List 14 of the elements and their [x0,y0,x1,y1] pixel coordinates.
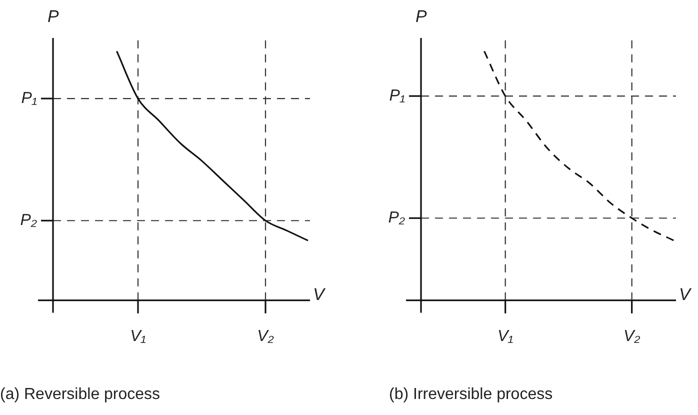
text: (b) Irreversible process [389,386,553,404]
x-tick-label: V₂ [257,328,274,345]
x-tick-label: V₁ [130,328,146,345]
text: (a) Reversible process [0,386,160,404]
x-tick-label: V₁ [497,328,514,345]
ref-line-label: P₁ [389,88,405,104]
y-axis-title: P [48,7,59,26]
y-axis-title: P [416,7,427,26]
ref-line-label: P₂ [388,210,405,227]
x-axis-title: V [313,285,324,304]
ref-line-label: P₁ [21,90,37,107]
x-tick-label: V₂ [623,328,640,345]
ref-line-label: P₂ [20,212,37,230]
x-axis-title: V [679,285,690,304]
